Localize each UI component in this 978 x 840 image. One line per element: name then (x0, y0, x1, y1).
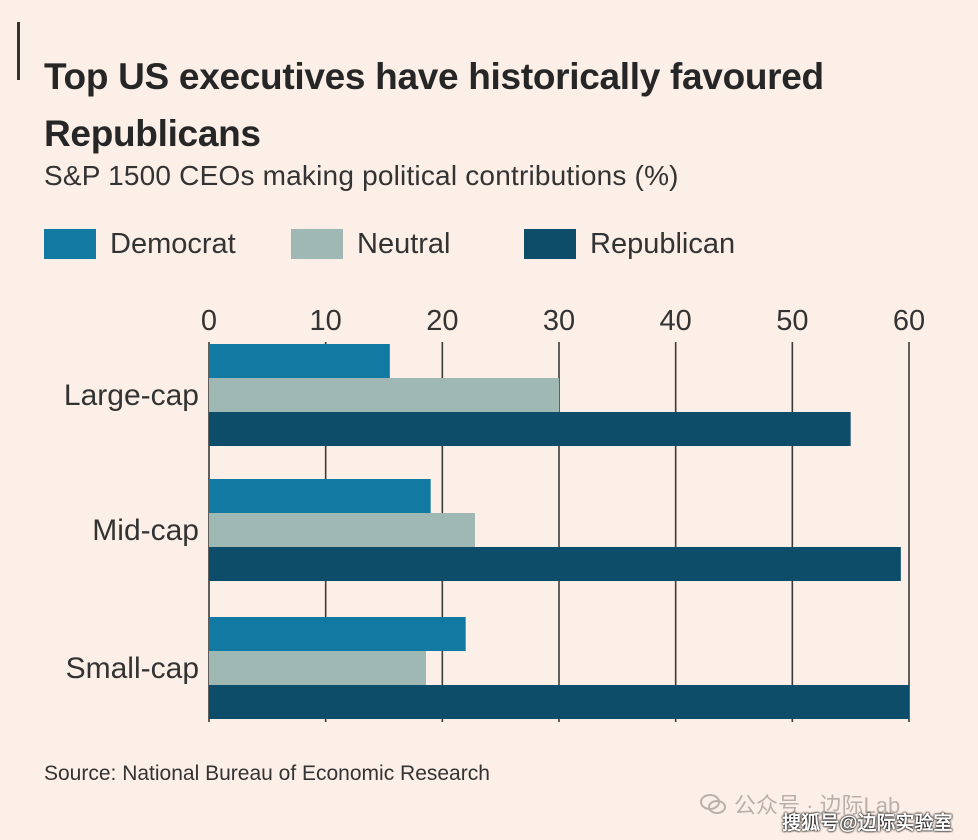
legend-item-republican: Republican (524, 224, 735, 264)
legend-swatch-republican (524, 229, 576, 259)
x-tick-label-10: 10 (310, 305, 342, 337)
bar-mid-cap-democrat (209, 479, 431, 513)
bar-large-cap-democrat (209, 344, 390, 378)
category-label-large-cap: Large-cap (64, 379, 199, 412)
x-tick-label-20: 20 (426, 305, 458, 337)
bar-large-cap-neutral (209, 378, 559, 412)
category-label-small-cap: Small-cap (66, 652, 199, 685)
bar-small-cap-republican (209, 685, 909, 719)
source-note: Source: National Bureau of Economic Rese… (44, 762, 490, 785)
legend-item-democrat: Democrat (44, 224, 236, 264)
legend-label-republican: Republican (590, 227, 736, 260)
x-tick-label-40: 40 (660, 305, 692, 337)
legend-label-democrat: Democrat (110, 227, 236, 260)
legend-item-neutral: Neutral (291, 224, 451, 264)
wechat-icon (700, 794, 726, 814)
category-label-mid-cap: Mid-cap (92, 514, 199, 547)
title-accent-line (17, 22, 20, 80)
bar-small-cap-democrat (209, 617, 466, 651)
legend-label-neutral: Neutral (357, 227, 451, 260)
legend-swatch-neutral (291, 229, 343, 259)
x-tick-label-0: 0 (201, 305, 217, 337)
x-tick-label-60: 60 (893, 305, 925, 337)
watermark: 公众号 · 边际Lab (700, 788, 900, 820)
x-tick-label-30: 30 (543, 305, 575, 337)
chart-subtitle: S&P 1500 CEOs making political contribut… (44, 160, 679, 191)
legend-swatch-democrat (44, 229, 96, 259)
bar-large-cap-republican (209, 412, 851, 446)
watermark-text: 公众号 · 边际Lab (734, 793, 901, 818)
bar-mid-cap-republican (209, 547, 901, 581)
watermark-label: 搜狐号@边际实验室 (782, 813, 953, 834)
x-tick-label-50: 50 (776, 305, 808, 337)
bar-small-cap-neutral (209, 651, 426, 685)
chart-title: Top US executives have historically favo… (44, 56, 824, 154)
bar-mid-cap-neutral (209, 513, 475, 547)
